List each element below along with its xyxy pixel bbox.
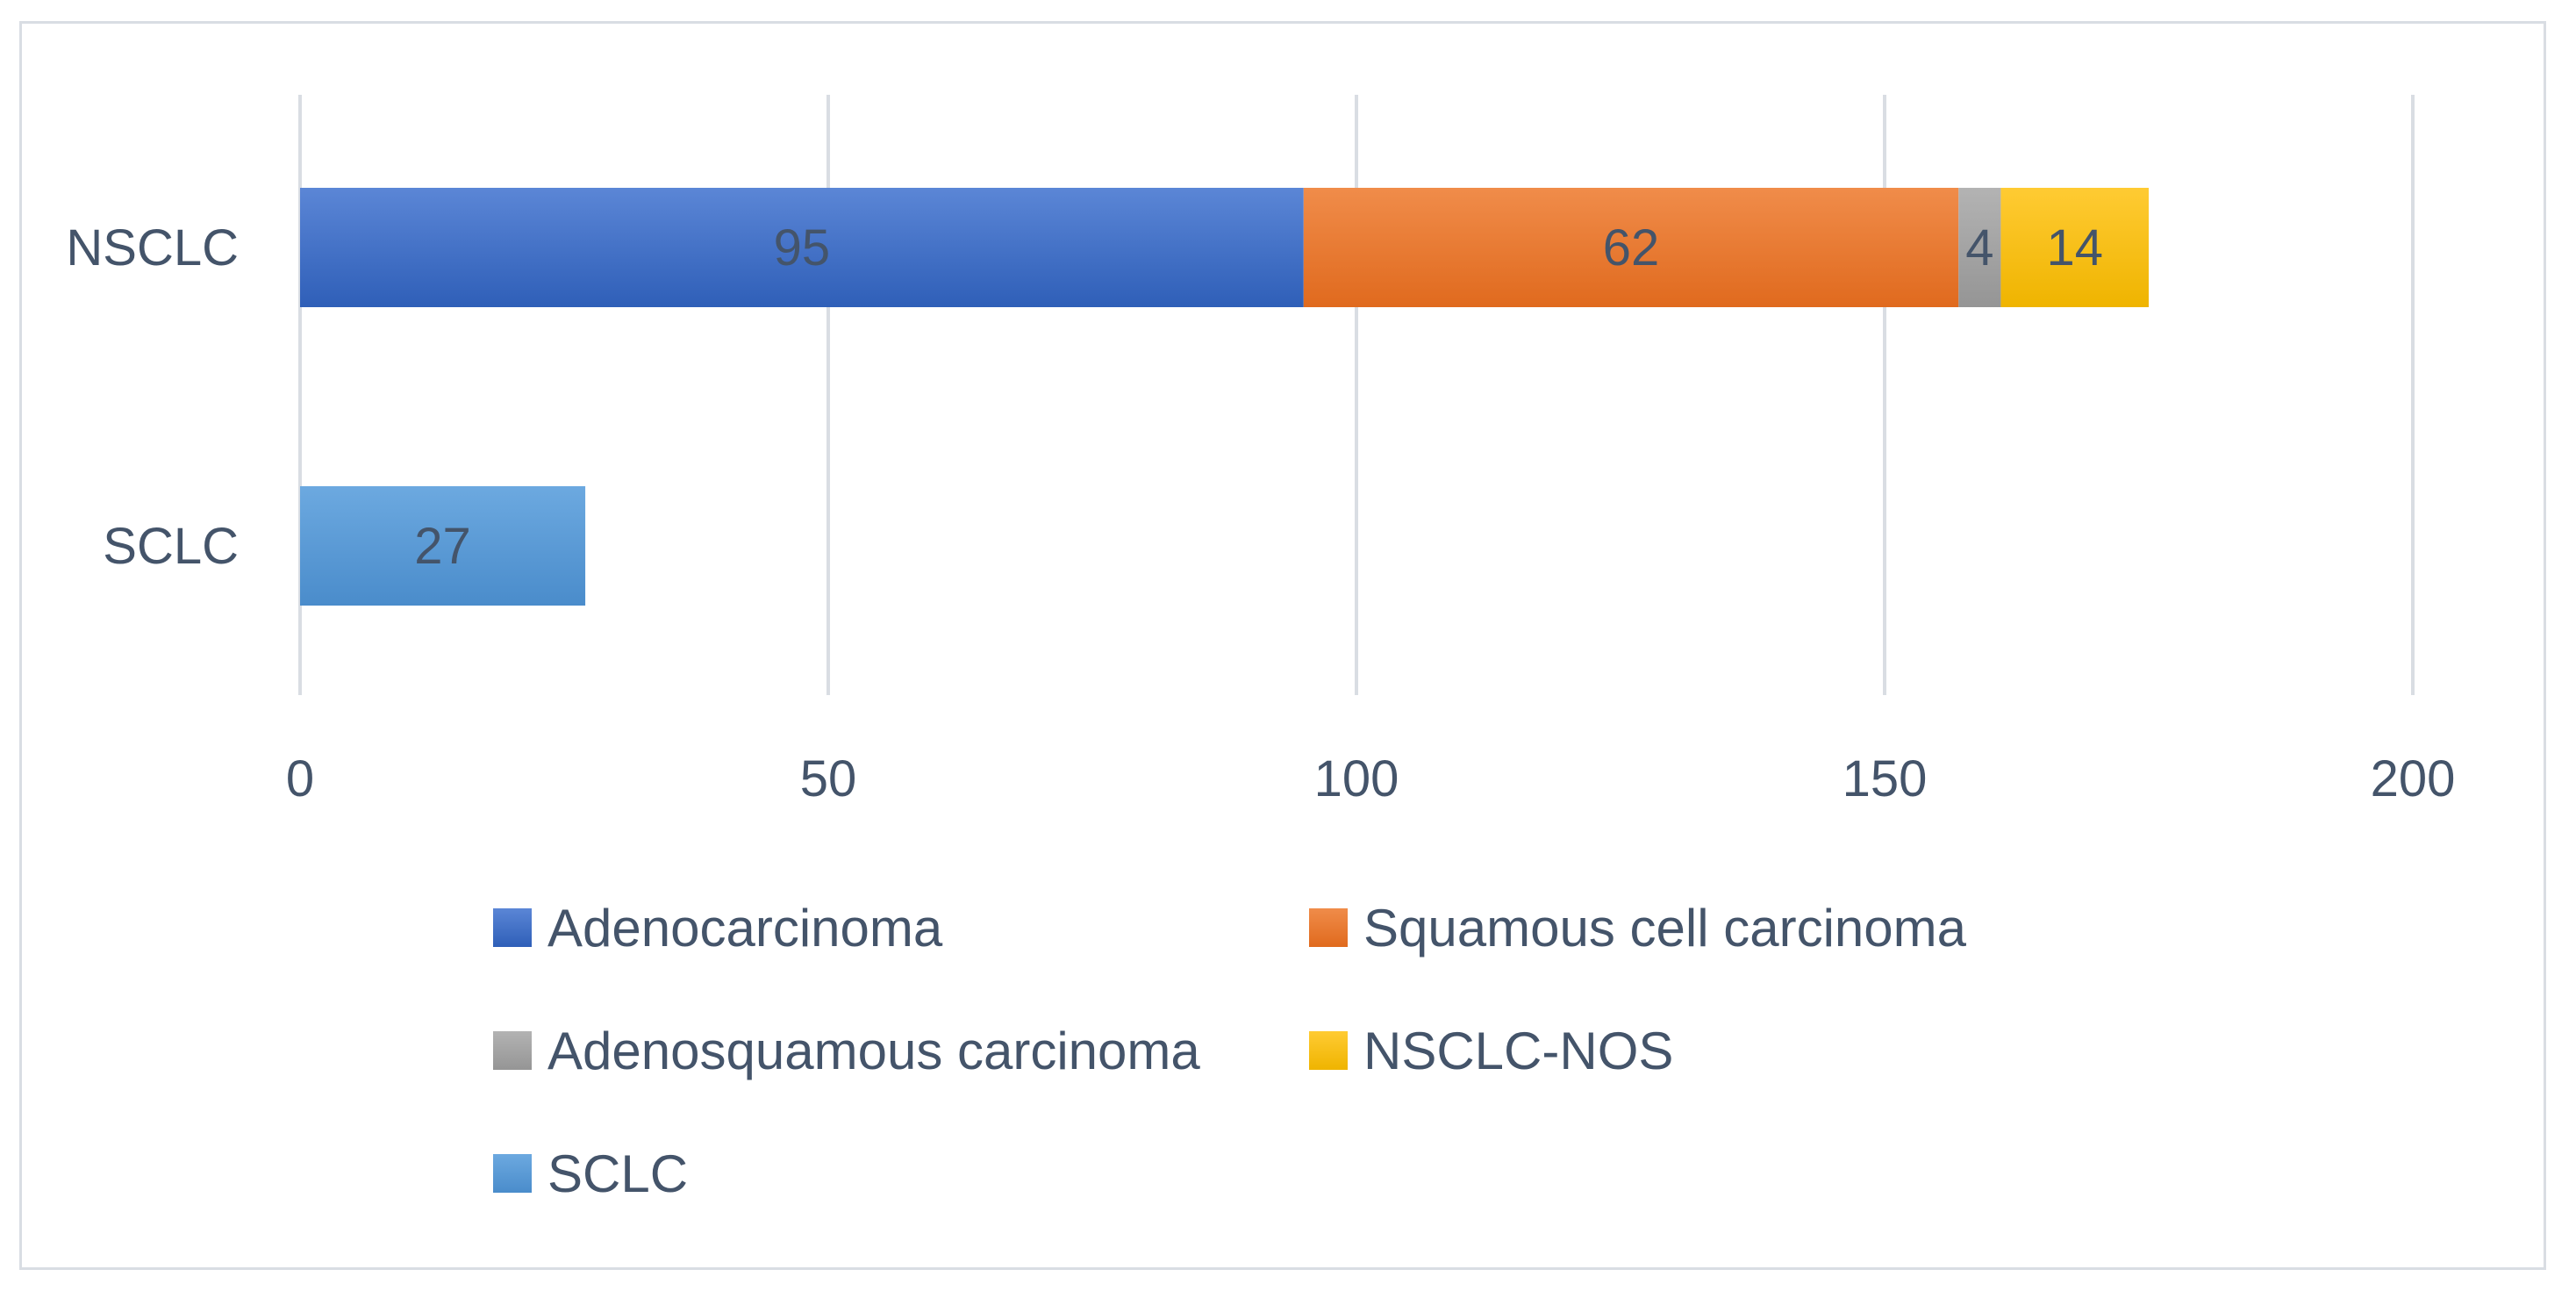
bars: 95 62 4 14 27 (300, 188, 2149, 606)
legend-label-adenocarcinoma: Adenocarcinoma (547, 899, 943, 957)
legend-item-adenosquamous-carcinoma: Adenosquamous carcinoma (493, 1022, 1200, 1080)
legend-swatch-sclc (493, 1154, 532, 1193)
legend-swatch-adenosquamous-carcinoma (493, 1031, 532, 1070)
gridlines (298, 95, 2415, 695)
legend-label-nsclc-nos: NSCLC-NOS (1363, 1022, 1673, 1080)
legend-label-adenosquamous-carcinoma: Adenosquamous carcinoma (547, 1022, 1200, 1080)
legend-swatch-squamous-cell-carcinoma (1309, 908, 1348, 947)
legend-item-adenocarcinoma: Adenocarcinoma (493, 899, 943, 957)
data-label-nsclc-nsclc-nos: 14 (2046, 219, 2103, 276)
data-label-nsclc-adenocarcinoma: 95 (774, 219, 831, 276)
legend-swatch-nsclc-nos (1309, 1031, 1348, 1070)
x-tick-label-150: 150 (1843, 750, 1928, 807)
axes: 0 50 100 150 200 NSCLC SCLC (66, 219, 2455, 807)
y-category-label-nsclc: NSCLC (66, 219, 239, 276)
legend-swatch-adenocarcinoma (493, 908, 532, 947)
legend-item-sclc: SCLC (493, 1144, 688, 1203)
bar-nsclc-nsclc-nos (2000, 188, 2149, 307)
data-label-nsclc-adenosquamous-carcinoma: 4 (1965, 219, 1993, 276)
legend: Adenocarcinoma Squamous cell carcinoma Ade… (493, 899, 1967, 1203)
bar-sclc-sclc (300, 486, 586, 606)
x-tick-label-200: 200 (2371, 750, 2456, 807)
x-tick-label-50: 50 (800, 750, 857, 807)
legend-label-squamous-cell-carcinoma: Squamous cell carcinoma (1363, 899, 1967, 957)
x-tick-label-0: 0 (286, 750, 314, 807)
bar-nsclc-adenocarcinoma (300, 188, 1304, 307)
data-label-nsclc-squamous-cell-carcinoma: 62 (1603, 219, 1660, 276)
y-category-label-sclc: SCLC (103, 518, 239, 575)
legend-item-nsclc-nos: NSCLC-NOS (1309, 1022, 1673, 1080)
legend-item-squamous-cell-carcinoma: Squamous cell carcinoma (1309, 899, 1967, 957)
data-label-sclc-sclc: 27 (414, 518, 471, 575)
legend-label-sclc: SCLC (547, 1144, 688, 1203)
bar-nsclc-squamous-cell-carcinoma (1303, 188, 1959, 307)
x-tick-label-100: 100 (1314, 750, 1399, 807)
bar-nsclc-adenosquamous-carcinoma (1958, 188, 2001, 307)
